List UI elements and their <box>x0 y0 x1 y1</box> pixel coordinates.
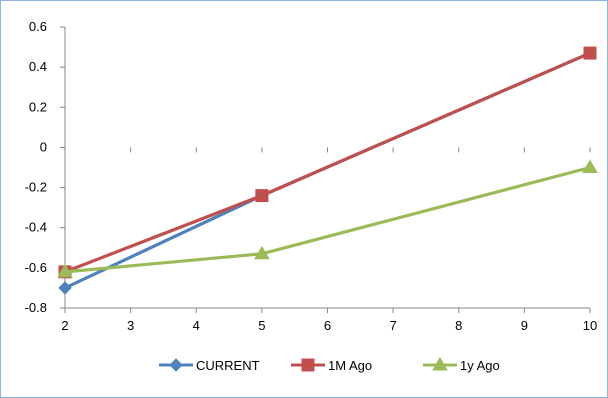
data-point-1m-ago <box>255 189 269 203</box>
data-point-1y-ago <box>57 263 73 278</box>
x-tick-label: 9 <box>521 318 528 333</box>
data-point-1y-ago <box>254 245 270 260</box>
data-point-current <box>58 281 72 295</box>
x-tick-label: 2 <box>61 318 68 333</box>
data-point-1y-ago <box>582 159 598 173</box>
x-tick-label: 5 <box>258 318 265 333</box>
y-tick-label: -0.8 <box>25 300 47 315</box>
legend-label-1y-ago: 1y Ago <box>460 358 500 373</box>
y-tick-label: -0.2 <box>25 180 47 195</box>
x-tick-label: 6 <box>324 318 331 333</box>
data-point-1m-ago <box>583 46 597 60</box>
x-tick-label: 7 <box>390 318 397 333</box>
y-tick-label: -0.4 <box>25 220 47 235</box>
series-line-1y-ago <box>64 165 591 274</box>
legend-label-current: CURRENT <box>196 358 260 373</box>
series-line-1m-ago <box>64 51 591 274</box>
legend-label-1m-ago: 1M Ago <box>328 358 372 373</box>
y-tick-label: -0.6 <box>25 260 47 275</box>
y-tick-label: 0 <box>40 139 47 154</box>
legend-marker-current <box>169 358 183 372</box>
y-tick-label: 0.2 <box>29 99 47 114</box>
x-tick-label: 4 <box>193 318 200 333</box>
legend-marker-1y-ago <box>432 357 448 371</box>
x-tick-label: 8 <box>455 318 462 333</box>
legend-marker-1m-ago <box>301 358 315 372</box>
x-tick-label: 10 <box>583 318 597 333</box>
x-tick-label: 3 <box>127 318 134 333</box>
y-tick-label: 0.6 <box>29 19 47 34</box>
y-tick-label: 0.4 <box>29 59 47 74</box>
